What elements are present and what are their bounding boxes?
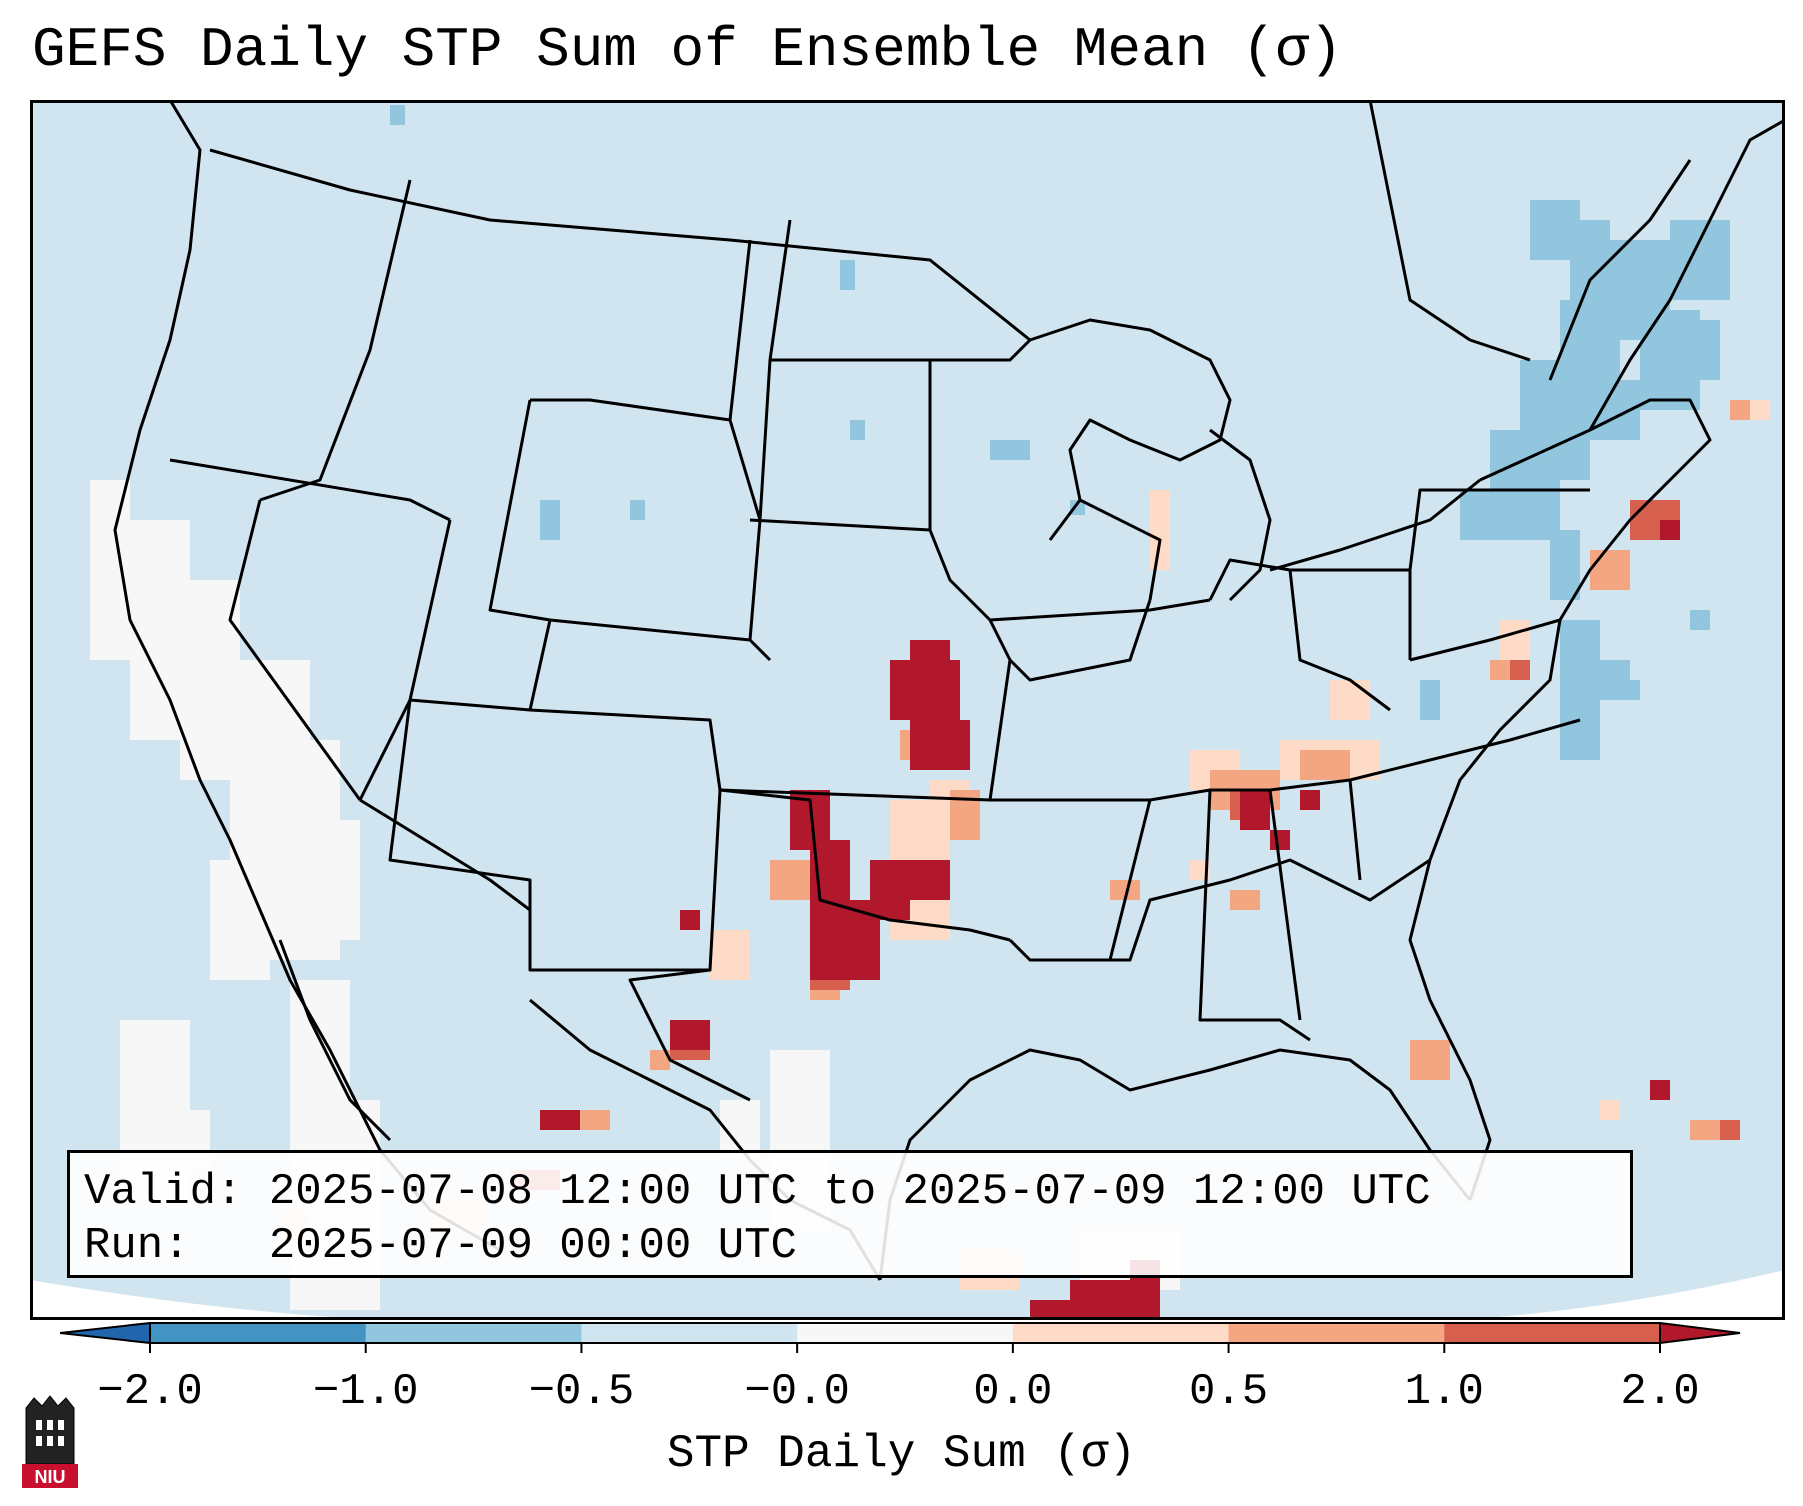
colorbar-segment: [150, 1323, 367, 1343]
colorbar-segment: [1444, 1323, 1661, 1343]
colorbar-tick-label: −2.0: [97, 1367, 203, 1417]
colorbar-tick-label: 0.0: [973, 1367, 1052, 1417]
colorbar-tick-label: 1.0: [1405, 1367, 1484, 1417]
map-frame: [30, 100, 1785, 1320]
colorbar-tick-label: 2.0: [1620, 1367, 1699, 1417]
colorbar-segments: [150, 1323, 1661, 1343]
svg-text:NIU: NIU: [35, 1467, 66, 1487]
info-box: Valid: 2025-07-08 12:00 UTC to 2025-07-0…: [67, 1150, 1633, 1278]
colorbar-segment: [365, 1323, 582, 1343]
run-time-text: Run: 2025-07-09 00:00 UTC: [84, 1221, 797, 1271]
valid-time-text: Valid: 2025-07-08 12:00 UTC to 2025-07-0…: [84, 1167, 1431, 1217]
colorbar-segment: [1012, 1323, 1230, 1343]
colorbar-segment: [581, 1323, 798, 1343]
colorbar-tick-label: −0.5: [529, 1367, 635, 1417]
boundaries: [113, 100, 1785, 1281]
projection-edge-left: [30, 1280, 530, 1320]
map-panel: [30, 100, 1785, 1320]
colorbar-tick-label: 0.5: [1189, 1367, 1268, 1417]
colorbar-frame: [149, 1322, 1661, 1344]
colorbar: −2.0 −1.0 −0.5 −0.0 0.0 0.5 1.0 2.0: [60, 1321, 1741, 1417]
colorbar-under-triangle: [60, 1321, 151, 1345]
niu-logo: NIU: [22, 1395, 78, 1488]
dry-region-cells: [90, 480, 1180, 1310]
colorbar-over-triangle: [1659, 1321, 1741, 1345]
colorbar-label: STP Daily Sum (σ): [666, 1428, 1137, 1480]
colorbar-ticks: −2.0 −1.0 −0.5 −0.0 0.0 0.5 1.0 2.0: [97, 1343, 1700, 1417]
colorbar-segment: [1228, 1323, 1445, 1343]
negative-anomaly-cells: [390, 105, 1730, 760]
projection-edge-right: [1330, 1270, 1785, 1320]
chart-title: GEFS Daily STP Sum of Ensemble Mean (σ): [32, 18, 1343, 82]
colorbar-tick-label: −1.0: [313, 1367, 419, 1417]
colorbar-segment: [797, 1323, 1014, 1343]
colorbar-tick-label: −0.0: [744, 1367, 850, 1417]
